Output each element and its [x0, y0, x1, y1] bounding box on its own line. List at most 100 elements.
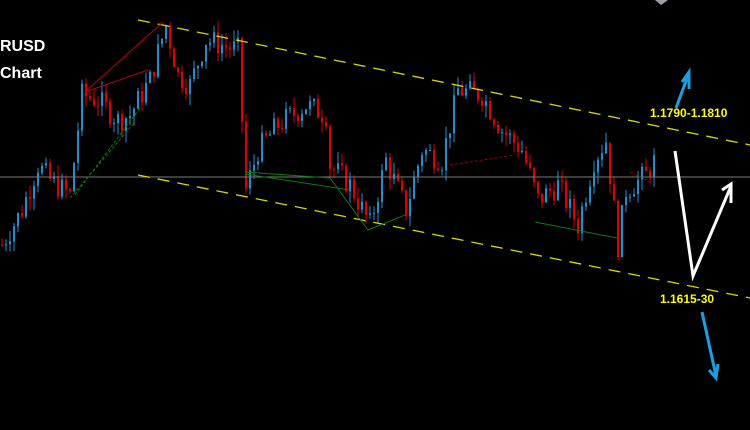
- candle-body: [617, 200, 619, 258]
- candle-body: [261, 132, 263, 162]
- candle-body: [185, 88, 187, 94]
- candle-body: [53, 176, 55, 179]
- candle-body: [525, 150, 527, 163]
- candle-body: [473, 81, 475, 89]
- candle-body: [565, 181, 567, 208]
- candle-body: [577, 219, 579, 234]
- candle-body: [613, 184, 615, 201]
- candle-body: [93, 98, 95, 106]
- candle-body: [489, 101, 491, 120]
- candle-body: [417, 165, 419, 178]
- candle-body: [433, 149, 435, 169]
- candle-body: [201, 61, 203, 67]
- candle-body: [437, 168, 439, 171]
- candle-body: [385, 157, 387, 171]
- candle-body: [81, 83, 83, 131]
- candle-body: [205, 44, 207, 62]
- candle-body: [229, 47, 231, 50]
- candle-body: [21, 213, 23, 217]
- forecast-arrow: [673, 150, 733, 282]
- candle-body: [381, 170, 383, 202]
- candle-body: [441, 170, 443, 172]
- candle-body: [401, 180, 403, 191]
- candle-body: [513, 133, 515, 143]
- candle-body: [265, 132, 267, 136]
- candle-body: [253, 164, 255, 171]
- candle-body: [357, 198, 359, 210]
- candle-body: [37, 172, 39, 186]
- candle-body: [149, 71, 151, 83]
- candle-body: [173, 48, 175, 68]
- target-arrow-down: [700, 311, 720, 382]
- candle-body: [425, 150, 427, 155]
- candle-body: [177, 67, 179, 72]
- candle-body: [237, 37, 239, 42]
- candle-body: [405, 190, 407, 217]
- candle-body: [501, 132, 503, 134]
- channel-upper-line: [137, 19, 750, 146]
- candle-body: [377, 201, 379, 213]
- candle-body: [329, 126, 331, 169]
- lower-target-label: 1.1615-30: [660, 292, 715, 306]
- candle-body: [517, 142, 519, 153]
- candle-body: [589, 186, 591, 203]
- candle-body: [77, 130, 79, 163]
- candle-body: [597, 159, 599, 173]
- candle-body: [629, 196, 631, 198]
- candle-body: [225, 45, 227, 48]
- candle-body: [445, 138, 447, 171]
- candle-body: [461, 88, 463, 96]
- candle-body: [349, 179, 351, 192]
- candle-body: [1, 245, 3, 246]
- candle-body: [361, 201, 363, 210]
- candle-body: [281, 127, 283, 129]
- candle-body: [145, 82, 147, 103]
- candle-body: [269, 134, 271, 136]
- pattern-line-green: [534, 221, 618, 239]
- candle-body: [249, 170, 251, 189]
- candle-body: [569, 198, 571, 208]
- candle-body: [493, 119, 495, 125]
- candle-body: [389, 157, 391, 179]
- candle-body: [605, 142, 607, 154]
- candle-body: [449, 133, 451, 139]
- candle-body: [465, 88, 467, 96]
- candle-body: [521, 150, 523, 153]
- pattern-line-green: [244, 171, 406, 231]
- candle-body: [369, 213, 371, 215]
- candle-body: [29, 197, 31, 199]
- candle-body: [453, 95, 455, 134]
- candle-body: [49, 162, 51, 179]
- candle-body: [337, 163, 339, 170]
- candle-body: [585, 202, 587, 207]
- candle-body: [457, 88, 459, 96]
- pattern-line-red: [84, 21, 164, 93]
- candle-body: [61, 179, 63, 197]
- candle-body: [141, 91, 143, 103]
- candle-body: [45, 162, 47, 166]
- candle-body: [57, 176, 59, 197]
- candle-body: [533, 167, 535, 182]
- candle-body: [645, 166, 647, 171]
- candle-body: [293, 108, 295, 116]
- candle-body: [549, 188, 551, 192]
- candle-body: [117, 114, 119, 124]
- candle-body: [497, 124, 499, 133]
- candle-body: [105, 92, 107, 102]
- candle-body: [101, 92, 103, 106]
- candle-body: [245, 121, 247, 189]
- candle-body: [305, 109, 307, 115]
- candle-body: [181, 71, 183, 89]
- scroll-marker-icon: [655, 0, 668, 5]
- candle-body: [601, 153, 603, 160]
- candle-body: [213, 32, 215, 43]
- upper-target-label: 1.1790-1.1810: [650, 106, 728, 120]
- candle-body: [477, 88, 479, 101]
- candle-body: [113, 123, 115, 125]
- candle-body: [257, 161, 259, 165]
- candle-body: [325, 122, 327, 127]
- candle-body: [365, 201, 367, 215]
- candle-body: [553, 191, 555, 201]
